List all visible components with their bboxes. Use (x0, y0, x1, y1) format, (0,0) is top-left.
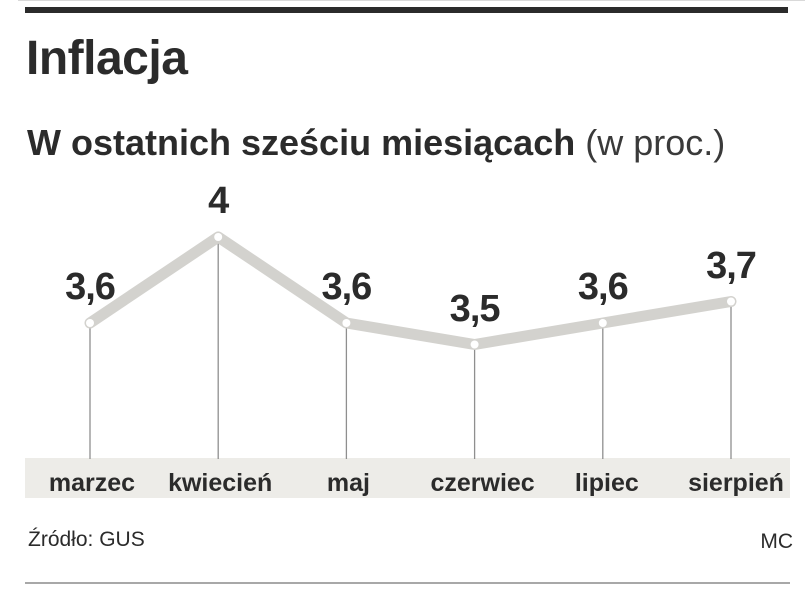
data-point-dot (86, 319, 94, 327)
page-title: Inflacja (26, 32, 188, 85)
data-point-dot (598, 319, 607, 327)
data-point-dot (342, 319, 351, 327)
bottom-rule (25, 582, 790, 584)
top-accent-bar (25, 7, 788, 13)
chart-subtitle-main: W ostatnich sześciu miesiącach (27, 122, 576, 163)
chart-subtitle-unit: (w proc.) (575, 122, 726, 163)
data-point-dot (470, 340, 479, 349)
chart-subtitle: W ostatnich sześciu miesiącach (w proc.) (27, 122, 725, 163)
month-axis-band (25, 458, 790, 498)
data-point-dot (214, 233, 223, 241)
top-hairline (18, 0, 805, 1)
data-point-dot (727, 297, 735, 306)
credit-note: MC (760, 530, 793, 553)
inflation-trend-line (84, 231, 737, 350)
source-note: Źródło: GUS (28, 528, 145, 551)
